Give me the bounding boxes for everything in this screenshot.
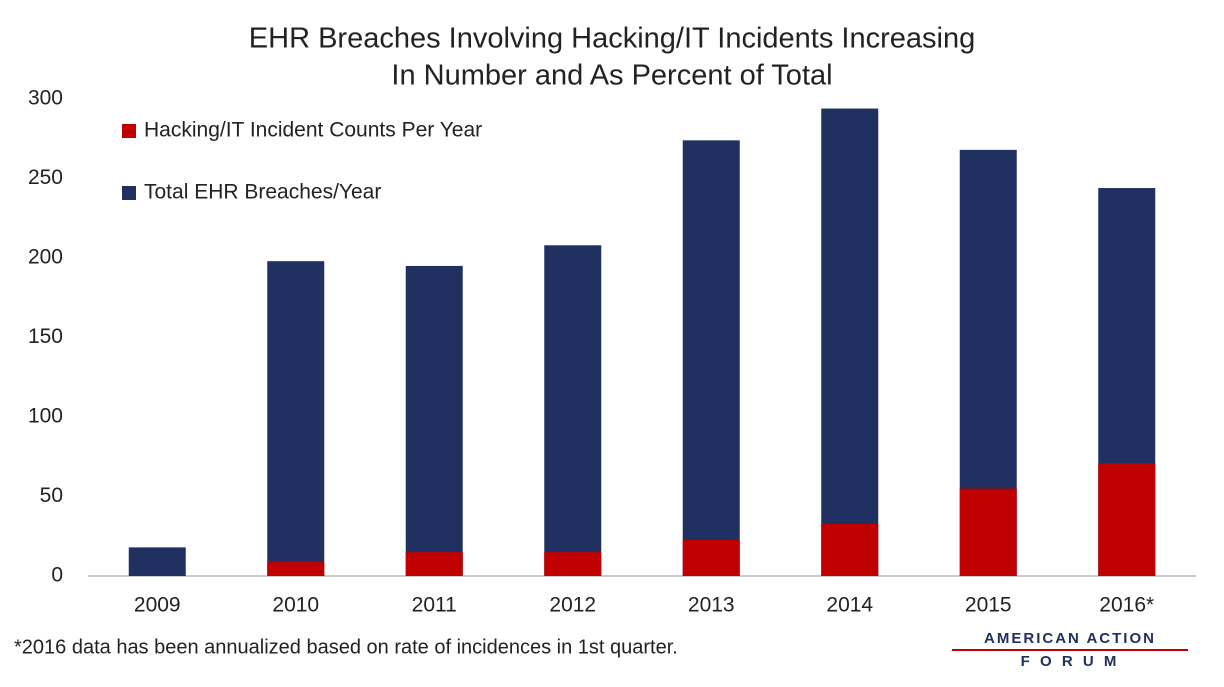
logo-text: F O R U M [1021,653,1120,670]
bar [821,523,879,576]
bar [682,539,740,576]
chart-title: EHR Breaches Involving Hacking/IT Incide… [249,23,975,55]
bar [128,547,186,576]
logo-text: AMERICAN ACTION [984,630,1156,647]
x-tick-label: 2011 [412,594,457,617]
x-tick-label: 2010 [272,594,319,617]
bar [1098,463,1156,576]
bar [405,265,463,576]
chart-title: In Number and As Percent of Total [391,60,832,92]
x-tick-label: 2009 [134,594,181,617]
bar [405,552,463,576]
x-tick-label: 2015 [965,594,1012,617]
bar [959,488,1017,576]
legend-swatch [122,186,136,200]
bar [267,261,325,576]
bar [821,108,879,576]
legend-label: Hacking/IT Incident Counts Per Year [144,119,482,142]
y-tick-label: 250 [28,166,63,189]
y-tick-label: 300 [28,87,63,110]
bar [682,140,740,576]
x-tick-label: 2014 [826,594,873,617]
x-tick-label: 2012 [549,594,596,617]
bar [544,552,602,576]
bar [267,561,325,576]
y-tick-label: 100 [28,405,63,428]
legend-label: Total EHR Breaches/Year [144,181,381,204]
legend-swatch [122,124,136,138]
bar [544,245,602,576]
x-tick-label: 2013 [688,594,735,617]
y-tick-label: 0 [51,564,63,587]
y-tick-label: 150 [28,325,63,348]
x-tick-label: 2016* [1099,594,1154,617]
y-tick-label: 200 [28,246,63,269]
y-tick-label: 50 [40,484,63,507]
footnote: *2016 data has been annualized based on … [14,636,678,658]
